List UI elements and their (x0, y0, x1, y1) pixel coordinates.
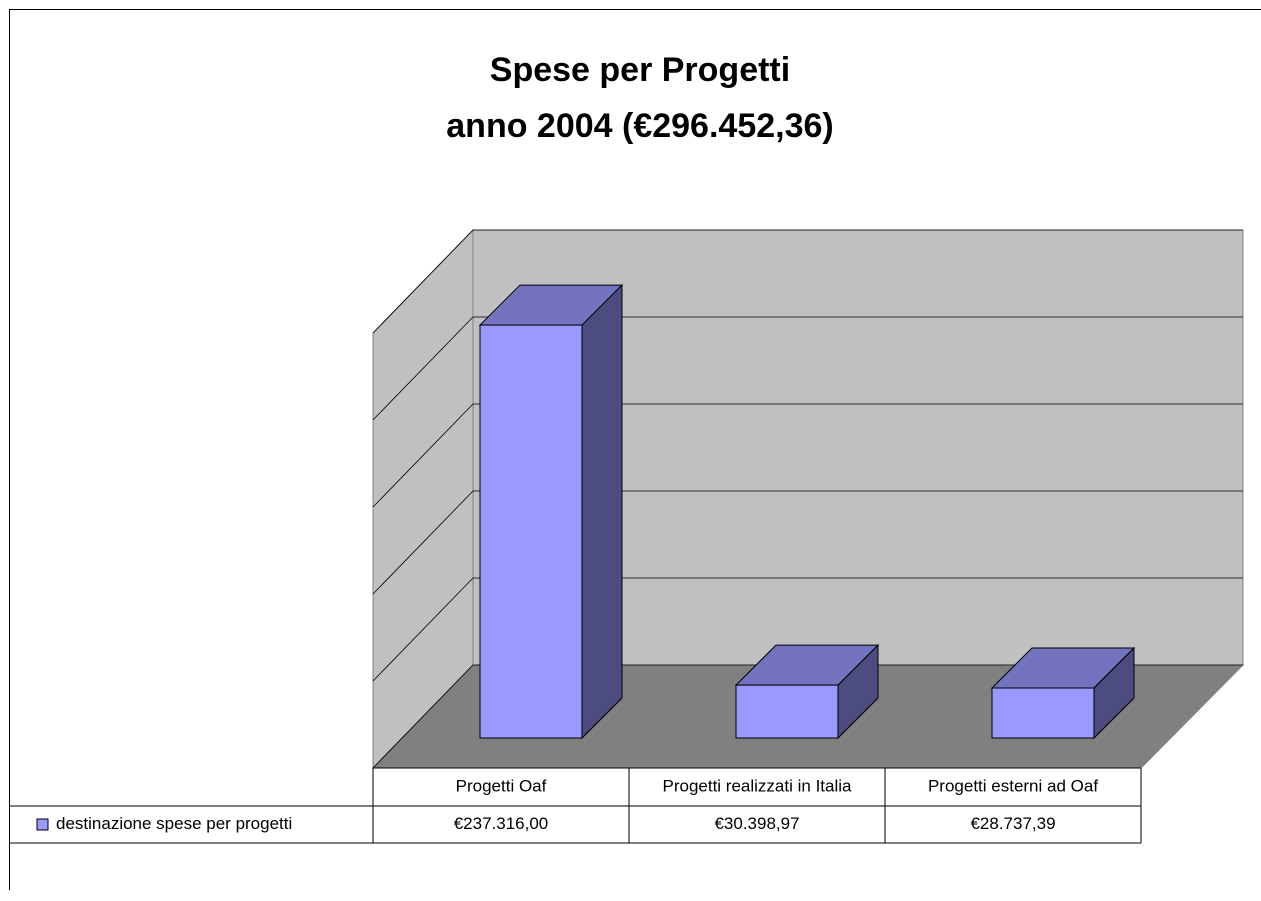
value-label: €30.398,97 (714, 814, 799, 833)
chart-title: Spese per Progetti (490, 51, 790, 89)
legend-label: destinazione spese per progetti (56, 814, 292, 833)
grid-line (372, 664, 1243, 769)
bar (991, 687, 1095, 739)
grid-line (372, 403, 1243, 508)
grid-line (372, 229, 1243, 334)
chart-subtitle: anno 2004 (€296.452,36) (446, 107, 833, 145)
legend-swatch (36, 818, 49, 831)
bar (735, 684, 839, 739)
category-label: Progetti Oaf (456, 776, 547, 795)
category-label: Progetti esterni ad Oaf (928, 776, 1098, 795)
value-label: €28.737,39 (970, 814, 1055, 833)
grid-line (372, 490, 1243, 595)
bar-side (581, 283, 623, 740)
category-label: Progetti realizzati in Italia (663, 776, 853, 795)
grid-line (372, 577, 1243, 682)
value-label: €237.316,00 (454, 814, 549, 833)
bar (479, 324, 583, 739)
grid-line (372, 316, 1243, 421)
